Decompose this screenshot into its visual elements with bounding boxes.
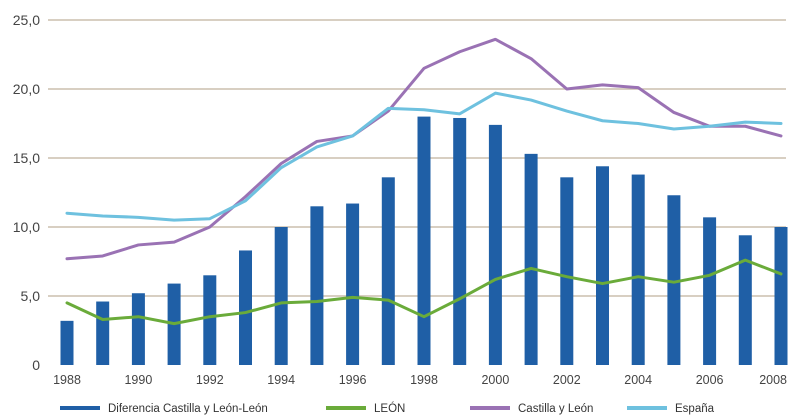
y-axis-ticks: 0 5,0 10,0 15,0 20,0 25,0 [13, 12, 40, 373]
bar-1997 [381, 177, 395, 365]
y-tick-label-3: 15,0 [13, 150, 40, 166]
bar-2004 [631, 174, 645, 365]
bar-2008 [774, 227, 788, 365]
legend-item-diferencia-castilla-y-leon-leon: Diferencia Castilla y León-León [60, 403, 268, 415]
x-tick-label-2008: 2008 [759, 373, 787, 387]
x-tick-label-2000: 2000 [481, 373, 509, 387]
x-tick-label-1998: 1998 [410, 373, 438, 387]
x-axis-ticks: 1988 1990 1992 1994 1996 1998 2000 2002 2004 2006… [53, 373, 787, 387]
line-series [65, 37, 783, 326]
x-tick-label-2002: 2002 [553, 373, 581, 387]
bar-2006 [703, 217, 717, 365]
bar-1992 [203, 275, 217, 365]
bar-1994 [274, 227, 288, 365]
y-tick-label-1: 5,0 [21, 288, 41, 304]
legend-item-leon: LEÓN [326, 402, 405, 415]
legend-label-castilla-y-leon: Castilla y León [518, 403, 593, 415]
bar-2005 [667, 195, 681, 365]
legend-label-leon: LEÓN [374, 402, 405, 415]
x-tick-label-2006: 2006 [696, 373, 724, 387]
bar-2007 [738, 235, 752, 365]
line-castilla-y-leon [65, 37, 783, 261]
bar-1990 [131, 293, 145, 365]
legend: Diferencia Castilla y León-León LEÓN Casti… [60, 402, 715, 415]
bar-2000 [488, 124, 502, 365]
x-tick-label-1992: 1992 [196, 373, 224, 387]
x-tick-label-1994: 1994 [267, 373, 295, 387]
bar-1993 [239, 250, 252, 365]
x-tick-label-1990: 1990 [124, 373, 152, 387]
bar-2002 [560, 177, 574, 365]
x-tick-label-2004: 2004 [624, 373, 652, 387]
x-tick-label-1996: 1996 [339, 373, 367, 387]
bar-1988 [60, 320, 74, 365]
line-leon [65, 258, 783, 326]
y-tick-label-4: 20,0 [13, 81, 40, 97]
y-tick-label-2: 10,0 [13, 219, 40, 235]
bar-1996 [346, 203, 360, 365]
bar-series [60, 116, 788, 365]
y-tick-label-5: 25,0 [13, 12, 40, 28]
grid-lines [48, 19, 786, 297]
bar-1998 [417, 116, 431, 365]
bar-1989 [96, 301, 110, 365]
bar-1995 [310, 206, 324, 365]
y-tick-label-0: 0 [32, 357, 40, 373]
legend-label-diferencia-castilla-y-leon-leon: Diferencia Castilla y León-León [108, 403, 268, 415]
bar-2001 [524, 153, 538, 365]
bar-1999 [453, 117, 467, 365]
line-espana [65, 91, 783, 222]
legend-label-espana: España [675, 403, 715, 415]
legend-item-castilla-y-leon: Castilla y León [470, 403, 593, 415]
bar-2003 [596, 166, 609, 365]
x-tick-label-1988: 1988 [53, 373, 81, 387]
legend-item-espana: España [627, 403, 715, 415]
